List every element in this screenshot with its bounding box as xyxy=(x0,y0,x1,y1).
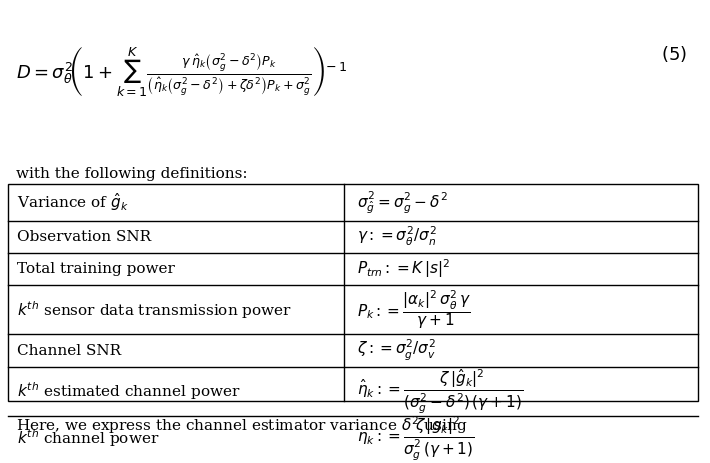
Text: $D = \sigma_{\theta}^{2}\!\left(1 + \sum_{k=1}^{K}\frac{\gamma\,\hat{\eta}_k\lef: $D = \sigma_{\theta}^{2}\!\left(1 + \sum… xyxy=(16,44,347,100)
Text: $\hat{\eta}_k := \dfrac{\zeta\,|\hat{g}_k|^2}{(\sigma_g^2 - \delta^2)\,(\gamma+1: $\hat{\eta}_k := \dfrac{\zeta\,|\hat{g}_… xyxy=(357,367,523,416)
Text: $k^{th}$ sensor data transmission power: $k^{th}$ sensor data transmission power xyxy=(17,299,292,320)
Text: $P_{trn} := K\,|s|^2$: $P_{trn} := K\,|s|^2$ xyxy=(357,257,450,280)
Text: Observation SNR: Observation SNR xyxy=(17,230,151,244)
Text: Here, we express the channel estimator variance $\delta^2$ using: Here, we express the channel estimator v… xyxy=(16,414,467,436)
Text: $k^{th}$ estimated channel power: $k^{th}$ estimated channel power xyxy=(17,381,241,402)
Text: $\eta_k := \dfrac{\zeta\,|g_k|^2}{\sigma_g^2\,(\gamma+1)}$: $\eta_k := \dfrac{\zeta\,|g_k|^2}{\sigma… xyxy=(357,414,475,463)
Text: $\gamma := \sigma_{\theta}^{2}/\sigma_n^{2}$: $\gamma := \sigma_{\theta}^{2}/\sigma_n^… xyxy=(357,225,437,248)
Text: $k^{th}$ channel power: $k^{th}$ channel power xyxy=(17,428,159,450)
Text: $P_k := \dfrac{|\alpha_k|^2\,\sigma_{\theta}^{2}\,\gamma}{\gamma+1}$: $P_k := \dfrac{|\alpha_k|^2\,\sigma_{\th… xyxy=(357,288,471,331)
Text: $\sigma_{\hat{g}}^{2} = \sigma_g^2 - \delta^2$: $\sigma_{\hat{g}}^{2} = \sigma_g^2 - \de… xyxy=(357,189,448,216)
Text: $\zeta := \sigma_g^2/\sigma_v^2$: $\zeta := \sigma_g^2/\sigma_v^2$ xyxy=(357,338,436,363)
Text: Variance of $\hat{g}_k$: Variance of $\hat{g}_k$ xyxy=(17,191,129,213)
Text: Total training power: Total training power xyxy=(17,262,175,276)
Text: Channel SNR: Channel SNR xyxy=(17,344,121,357)
Text: with the following definitions:: with the following definitions: xyxy=(16,167,247,181)
FancyBboxPatch shape xyxy=(9,184,698,401)
Text: $(5)$: $(5)$ xyxy=(662,44,687,64)
